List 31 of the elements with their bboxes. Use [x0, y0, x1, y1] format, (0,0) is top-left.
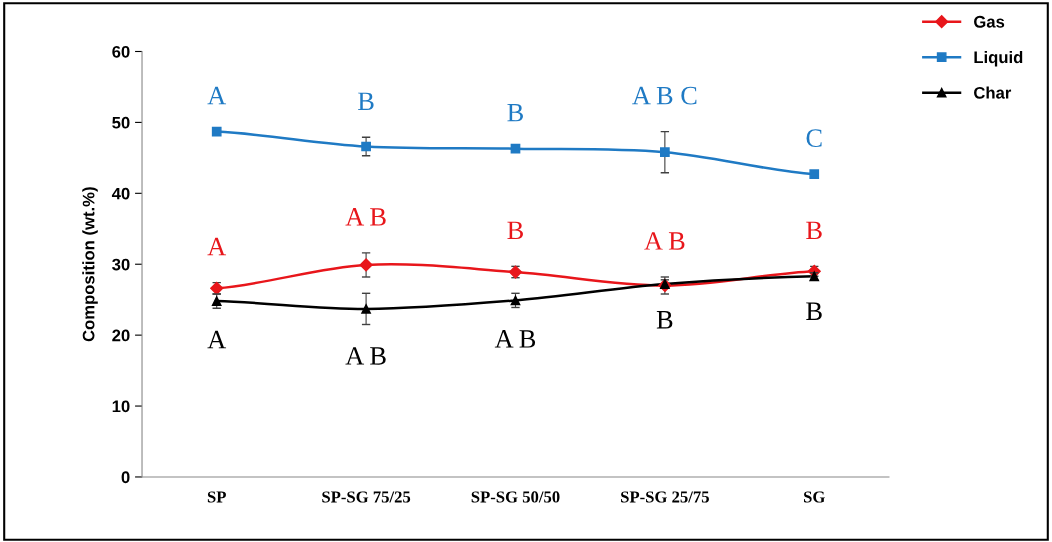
annotation: A B C	[632, 86, 697, 105]
annotation: A	[207, 330, 227, 349]
x-tick-label: SP	[207, 491, 226, 503]
annotation: A	[207, 86, 227, 105]
annotation: A B	[345, 347, 386, 365]
annotation: A B	[345, 208, 386, 226]
x-tick-label: SP-SG 25/75	[621, 491, 709, 503]
annotation: A	[207, 237, 227, 256]
annotation: B	[806, 302, 822, 320]
legend-label: Liquid	[974, 50, 1023, 67]
y-tick-label: 0	[121, 471, 130, 484]
y-axis-title: Composition (wt.%)	[82, 187, 98, 342]
y-tick-label: 60	[112, 45, 130, 58]
x-tick-label: SG	[804, 491, 825, 503]
x-tick-label: SP-SG 50/50	[471, 491, 560, 503]
y-tick-label: 20	[112, 329, 130, 342]
annotation: B	[358, 92, 374, 110]
annotation: B	[656, 311, 673, 329]
legend-label: Char	[974, 86, 1012, 99]
annotation: B	[507, 103, 523, 122]
annotation: A B	[494, 330, 536, 348]
y-tick-label: 50	[112, 116, 130, 129]
annotation: B	[806, 221, 822, 240]
annotation: B	[507, 221, 523, 240]
y-tick-label: 10	[112, 400, 130, 413]
legend-label: Gas	[974, 15, 1005, 28]
x-tick-label: SP-SG 75/25	[322, 491, 411, 503]
annotation: A B	[644, 232, 685, 250]
annotation: C	[806, 129, 822, 148]
y-tick-label: 40	[111, 187, 130, 200]
y-tick-label: 30	[112, 258, 130, 271]
